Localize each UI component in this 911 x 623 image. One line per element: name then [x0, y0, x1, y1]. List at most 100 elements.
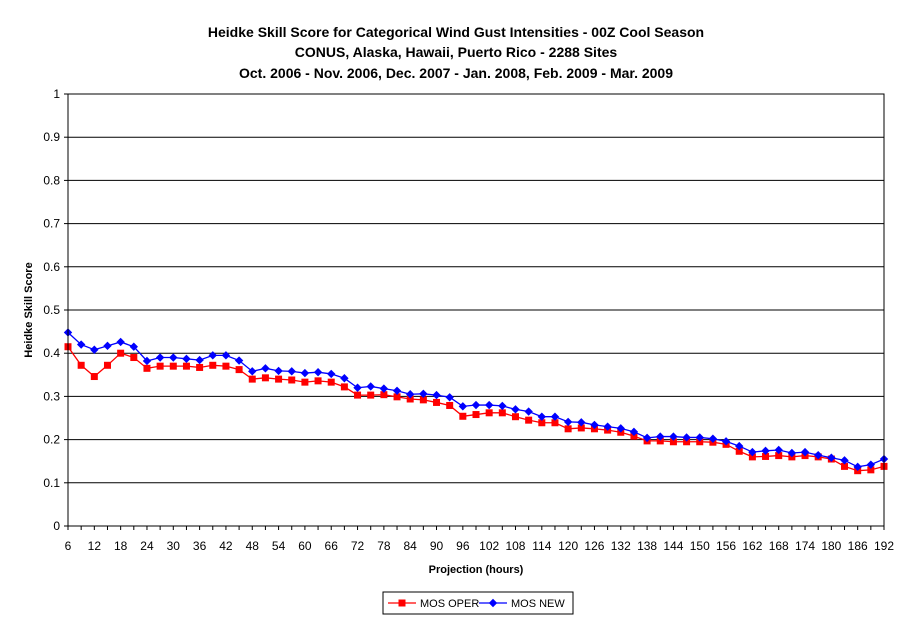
data-point-mos-oper [630, 432, 638, 440]
data-point-mos-oper [143, 364, 151, 372]
data-point-mos-oper [406, 395, 414, 403]
data-point-mos-oper [248, 375, 256, 383]
legend-item-mos-oper: MOS OPER [388, 598, 479, 610]
y-tick-label: 0.6 [43, 260, 60, 274]
data-point-mos-new [458, 402, 468, 411]
x-tick-label: 102 [479, 539, 499, 553]
data-point-mos-new [577, 418, 586, 427]
x-tick-label: 84 [404, 539, 418, 553]
data-point-mos-new [524, 407, 533, 416]
y-tick-label: 0.3 [43, 389, 60, 403]
data-point-mos-new [616, 424, 625, 433]
data-point-mos-new [853, 462, 862, 472]
data-point-mos-new [840, 456, 849, 465]
data-point-mos-new [813, 450, 823, 460]
data-point-mos-oper [762, 452, 770, 460]
legend-box [382, 591, 574, 615]
data-point-mos-oper [735, 447, 743, 455]
x-tick-label: 186 [848, 539, 868, 553]
data-point-mos-new [669, 432, 678, 441]
x-tick-label: 150 [690, 539, 710, 553]
data-point-mos-new [590, 420, 599, 430]
data-point-mos-oper [696, 438, 704, 446]
data-point-mos-new [682, 433, 691, 442]
chart-subtitle-1: CONUS, Alaska, Hawaii, Puerto Rico - 228… [295, 44, 618, 60]
data-point-mos-new [116, 337, 125, 347]
x-tick-label: 90 [430, 539, 444, 553]
data-point-mos-new [629, 427, 639, 437]
legend: MOS OPER MOS NEW [382, 591, 574, 615]
data-point-mos-oper [459, 412, 467, 420]
data-point-mos-oper [235, 366, 243, 374]
data-point-mos-oper [301, 378, 309, 386]
y-tick-label: 0.8 [43, 173, 60, 187]
x-tick-label: 138 [637, 539, 657, 553]
x-tick-label: 60 [298, 539, 312, 553]
data-point-mos-new [721, 437, 731, 446]
data-point-mos-oper [472, 411, 480, 419]
data-point-mos-new [313, 368, 323, 377]
data-point-mos-new [169, 353, 178, 362]
chart-title: Heidke Skill Score for Categorical Wind … [208, 24, 704, 40]
data-point-mos-new [221, 351, 231, 360]
y-axis-title: Heidke Skill Score [23, 262, 35, 357]
data-point-mos-new [405, 390, 415, 399]
x-tick-label: 48 [246, 539, 260, 553]
data-point-mos-oper [327, 378, 335, 386]
x-tick-label: 6 [65, 539, 72, 553]
data-point-mos-new [787, 448, 797, 458]
x-tick-label: 30 [167, 539, 181, 553]
data-point-mos-oper [419, 396, 427, 404]
data-point-mos-new [103, 341, 112, 351]
data-point-mos-oper [156, 362, 164, 370]
data-point-mos-new [274, 366, 283, 376]
data-point-mos-oper [77, 361, 85, 369]
data-point-mos-oper [511, 413, 519, 421]
x-tick-label: 66 [325, 539, 339, 553]
data-point-mos-oper [314, 377, 322, 385]
data-point-mos-new [76, 340, 86, 349]
x-tick-label: 12 [88, 539, 102, 553]
x-tick-label: 54 [272, 539, 286, 553]
data-point-mos-new [656, 432, 665, 441]
data-point-mos-new [708, 434, 718, 443]
data-point-mos-new [445, 393, 454, 402]
data-point-mos-oper [380, 391, 388, 399]
data-point-mos-oper [169, 362, 177, 370]
data-point-mos-new [142, 356, 152, 366]
y-tick-label: 0.5 [43, 303, 60, 317]
y-tick-label: 0 [53, 519, 60, 533]
data-point-mos-oper [498, 409, 506, 417]
data-point-mos-oper [103, 361, 111, 369]
data-point-mos-oper [222, 362, 230, 370]
x-tick-label: 36 [193, 539, 207, 553]
legend-label: MOS NEW [511, 598, 565, 610]
data-point-mos-oper [485, 409, 493, 417]
data-point-mos-oper [117, 349, 125, 357]
data-point-mos-new [182, 354, 191, 364]
data-point-mos-new [484, 400, 494, 410]
data-point-mos-oper [841, 462, 849, 470]
data-point-mos-new [511, 405, 520, 414]
data-point-mos-new [340, 374, 349, 383]
data-point-mos-new [866, 460, 876, 469]
data-point-mos-oper [683, 438, 691, 446]
data-point-mos-new [827, 453, 836, 462]
data-point-mos-new [379, 384, 389, 393]
data-point-mos-oper [90, 373, 98, 381]
data-point-mos-new [735, 441, 744, 451]
data-point-mos-new [234, 356, 244, 365]
data-point-mos-new [774, 445, 783, 455]
data-point-mos-oper [551, 419, 559, 427]
data-point-mos-new [550, 412, 560, 421]
legend-items: MOS OPER MOS NEW [388, 598, 565, 610]
x-tick-label: 162 [742, 539, 762, 553]
x-tick-label: 18 [114, 539, 128, 553]
x-tick-label: 24 [140, 539, 154, 553]
x-tick-label: 72 [351, 539, 365, 553]
data-point-mos-new [129, 342, 139, 351]
data-point-mos-oper [354, 391, 362, 399]
data-point-mos-new [261, 364, 270, 373]
